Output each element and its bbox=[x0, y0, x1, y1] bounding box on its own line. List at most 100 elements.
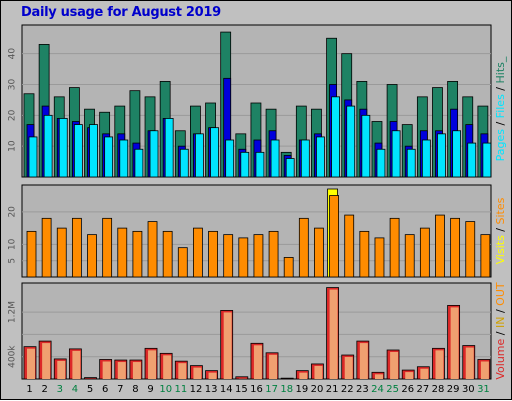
legend-part: / bbox=[494, 224, 507, 235]
hits-bar bbox=[195, 134, 203, 177]
volume-bar-highlight bbox=[163, 355, 171, 379]
legend-part: / bbox=[494, 306, 507, 317]
x-tick-label: 7 bbox=[117, 384, 123, 395]
hits-bar bbox=[105, 137, 113, 177]
volume-bar-highlight bbox=[466, 348, 474, 379]
sites-bar bbox=[405, 235, 414, 277]
hits-bar bbox=[226, 140, 234, 177]
volume-bar-highlight bbox=[224, 312, 232, 379]
legend-label-1: Pages / Files / Hits_ bbox=[494, 56, 507, 161]
x-tick-label: 10 bbox=[159, 384, 172, 395]
volume-bar-highlight bbox=[420, 369, 428, 379]
x-tick-label: 12 bbox=[190, 384, 203, 395]
sites-bar bbox=[88, 235, 97, 277]
volume-bar-highlight bbox=[57, 361, 65, 379]
sites-bar bbox=[299, 218, 308, 277]
hits-bar bbox=[90, 125, 98, 177]
legend-label-2: Visits / Sites bbox=[494, 197, 507, 264]
volume-bar-highlight bbox=[27, 349, 35, 379]
legend-part: / bbox=[494, 328, 507, 339]
sites-bar bbox=[103, 218, 112, 277]
y-tick-label: 30 bbox=[8, 79, 18, 91]
x-tick-label: 18 bbox=[280, 384, 293, 395]
sites-bar bbox=[330, 196, 339, 277]
x-tick-label: 2 bbox=[42, 384, 48, 395]
hits-bar bbox=[437, 134, 445, 177]
sites-bar bbox=[314, 228, 323, 277]
sites-bar bbox=[420, 228, 429, 277]
volume-bar-highlight bbox=[209, 373, 217, 379]
volume-bar-highlight bbox=[254, 345, 262, 379]
hits-bar bbox=[271, 140, 279, 177]
volume-bar-highlight bbox=[42, 343, 50, 379]
hits-bar bbox=[241, 152, 249, 177]
hits-bar bbox=[407, 149, 415, 177]
legend-label-3: Volume / IN / OUT bbox=[494, 282, 507, 380]
x-tick-label: 29 bbox=[447, 384, 460, 395]
sites-bar bbox=[193, 228, 202, 277]
volume-bar-highlight bbox=[178, 363, 186, 379]
sites-bar bbox=[133, 231, 142, 277]
sites-bar bbox=[269, 231, 278, 277]
hits-bar bbox=[256, 152, 264, 177]
hits-bar bbox=[468, 143, 476, 177]
legend-part: OUT bbox=[494, 282, 507, 306]
x-tick-label: 17 bbox=[265, 384, 278, 395]
sites-bar bbox=[254, 235, 263, 277]
hits-bar bbox=[180, 149, 188, 177]
sites-bar bbox=[224, 235, 233, 277]
x-tick-label: 21 bbox=[326, 384, 339, 395]
x-tick-label: 24 bbox=[371, 384, 384, 395]
hits-bar bbox=[286, 159, 294, 178]
legend-part: Sites bbox=[494, 197, 507, 224]
sites-bar bbox=[435, 215, 444, 277]
volume-bar-highlight bbox=[405, 372, 413, 379]
x-tick-label: 22 bbox=[341, 384, 354, 395]
volume-bar-highlight bbox=[390, 352, 398, 379]
volume-bar-highlight bbox=[148, 350, 156, 379]
y-tick-label: 20 bbox=[8, 206, 18, 218]
sites-bar bbox=[451, 218, 460, 277]
x-tick-label: 8 bbox=[132, 384, 138, 395]
x-tick-label: 15 bbox=[235, 384, 248, 395]
hits-bar bbox=[150, 131, 158, 177]
hits-bar bbox=[135, 149, 143, 177]
sites-bar bbox=[163, 231, 172, 277]
y-tick-label: 20 bbox=[8, 109, 18, 121]
hits-bar bbox=[44, 115, 52, 177]
sites-bar bbox=[72, 218, 81, 277]
volume-bar bbox=[85, 378, 97, 379]
sites-bar bbox=[209, 231, 218, 277]
x-tick-label: 3 bbox=[57, 384, 63, 395]
volume-bar bbox=[236, 377, 248, 379]
x-tick-label: 19 bbox=[296, 384, 309, 395]
legend-part: Visits bbox=[494, 235, 507, 264]
sites-bar bbox=[375, 238, 384, 277]
volume-bar-highlight bbox=[481, 361, 489, 379]
volume-bar-highlight bbox=[451, 307, 459, 379]
x-tick-label: 6 bbox=[102, 384, 108, 395]
sites-bar bbox=[390, 218, 399, 277]
sites-bar bbox=[57, 228, 66, 277]
y-tick-label: 1.2M bbox=[8, 301, 18, 323]
x-tick-label: 23 bbox=[356, 384, 369, 395]
x-tick-label: 1 bbox=[26, 384, 32, 395]
y-tick-label: 5 bbox=[8, 258, 18, 264]
volume-bar-highlight bbox=[269, 355, 277, 379]
hits-bar bbox=[29, 137, 37, 177]
hits-bar bbox=[59, 118, 67, 177]
hits-bar bbox=[332, 97, 340, 177]
x-tick-label: 4 bbox=[72, 384, 78, 395]
volume-bar-highlight bbox=[375, 374, 383, 379]
sites-bar bbox=[284, 257, 293, 277]
volume-bar bbox=[281, 378, 293, 379]
x-tick-label: 28 bbox=[432, 384, 445, 395]
sites-bar bbox=[118, 228, 127, 277]
y-tick-label: 400k bbox=[8, 345, 18, 368]
hits-bar bbox=[165, 118, 173, 177]
x-tick-label: 20 bbox=[311, 384, 324, 395]
legend-part: / bbox=[494, 118, 507, 129]
volume-bar-highlight bbox=[435, 350, 443, 379]
